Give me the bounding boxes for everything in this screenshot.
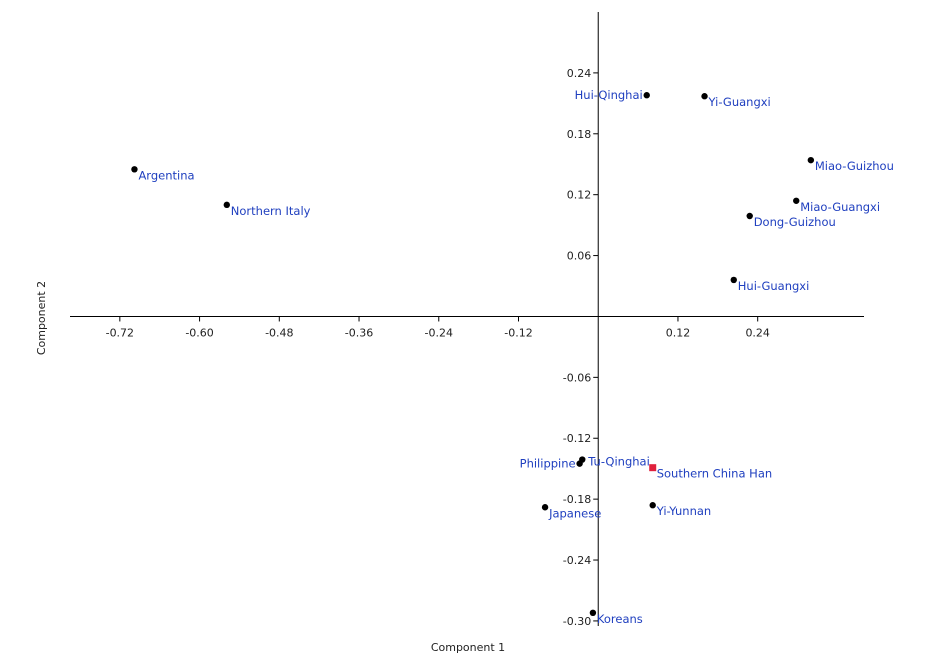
y-tick-label: 0.12 — [567, 189, 592, 202]
data-point — [730, 276, 737, 284]
data-points: Argentina Northern Italy Hui-Qinghai Yi-Gua… — [131, 88, 894, 626]
data-point — [793, 197, 800, 204]
point-label: Hui-Qinghai — [575, 88, 643, 102]
y-tick-label: -0.30 — [563, 615, 591, 628]
x-tick-label: 0.24 — [745, 326, 770, 339]
data-point — [807, 156, 815, 164]
data-point — [701, 93, 708, 100]
x-tick-label: -0.24 — [425, 326, 453, 339]
y-axis-title: Component 2 — [35, 281, 48, 355]
point-label: Miao-Guangxi — [800, 200, 880, 214]
point-label: Yi-Guangxi — [708, 95, 771, 109]
data-point — [541, 504, 549, 511]
x-tick-label: -0.12 — [504, 326, 532, 339]
point-label: Miao-Guizhou — [815, 159, 894, 173]
y-tick-label: 0.18 — [567, 128, 592, 141]
x-tick-label: -0.60 — [185, 326, 213, 339]
y-tick-label: 0.24 — [567, 67, 592, 80]
point-label: Yi-Yunnan — [656, 504, 712, 518]
point-label: Hui-Guangxi — [738, 279, 810, 293]
y-tick-label: -0.18 — [563, 493, 591, 506]
data-point-square — [649, 464, 657, 472]
data-point — [746, 212, 753, 220]
x-tick-label: -0.36 — [345, 326, 373, 339]
x-tick-label: -0.48 — [265, 326, 293, 339]
point-label: Argentina — [138, 168, 194, 182]
point-label: Koreans — [597, 612, 643, 626]
x-tick-label: 0.12 — [666, 326, 691, 339]
y-tick-label: -0.12 — [563, 432, 591, 445]
data-point — [579, 456, 586, 463]
data-point — [643, 92, 650, 99]
point-label: Japanese — [548, 506, 601, 520]
data-point — [649, 502, 656, 509]
data-point — [131, 166, 138, 173]
point-label: Tu-Qinghai — [587, 455, 650, 469]
data-point — [223, 201, 231, 209]
point-label: Dong-Guizhou — [754, 215, 836, 229]
point-label: Philippine — [520, 457, 576, 471]
x-axis-title: Component 1 — [431, 641, 505, 654]
point-label: Northern Italy — [231, 204, 311, 218]
point-label: Southern China Han — [657, 467, 772, 481]
y-tick-label: -0.24 — [563, 554, 591, 567]
y-tick-label: 0.06 — [567, 250, 592, 263]
axes — [70, 12, 864, 626]
ticks: -0.72 -0.60 -0.48 -0.36 -0.24 -0.12 0.12 0.24 0.… — [106, 67, 770, 628]
x-tick-label: -0.72 — [106, 326, 134, 339]
y-tick-label: -0.06 — [563, 371, 591, 384]
data-point — [589, 609, 597, 617]
